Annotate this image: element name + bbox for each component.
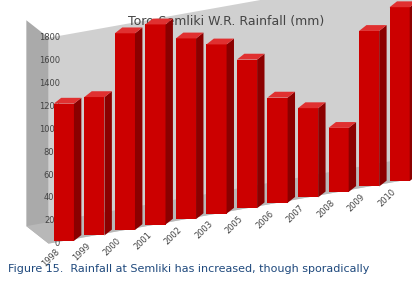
Text: 2002: 2002 [163,225,184,246]
Text: 2005: 2005 [224,214,245,235]
Text: 0: 0 [54,239,60,248]
Text: 800: 800 [44,148,60,157]
Text: 2006: 2006 [254,209,276,230]
Text: 2003: 2003 [193,220,214,241]
Text: 2001: 2001 [132,230,153,252]
Text: 1000: 1000 [39,125,60,134]
Text: 200: 200 [44,216,60,225]
Text: 400: 400 [44,193,60,202]
Text: 1400: 1400 [39,79,60,88]
Text: 2007: 2007 [285,203,306,225]
Text: 2009: 2009 [346,192,367,213]
Text: 2010: 2010 [377,187,398,208]
Text: 1600: 1600 [39,56,60,65]
Text: 2008: 2008 [315,198,337,219]
Text: 2000: 2000 [102,236,123,257]
Text: 1200: 1200 [39,102,60,111]
Text: 1998: 1998 [40,247,62,268]
Text: 1999: 1999 [71,241,92,263]
Text: Figure 15.  Rainfall at Semliki has increased, though sporadically: Figure 15. Rainfall at Semliki has incre… [8,265,370,274]
Text: Toro-Semliki W.R. Rainfall (mm): Toro-Semliki W.R. Rainfall (mm) [129,15,325,28]
Text: 600: 600 [44,171,60,180]
Text: 1800: 1800 [39,33,60,42]
